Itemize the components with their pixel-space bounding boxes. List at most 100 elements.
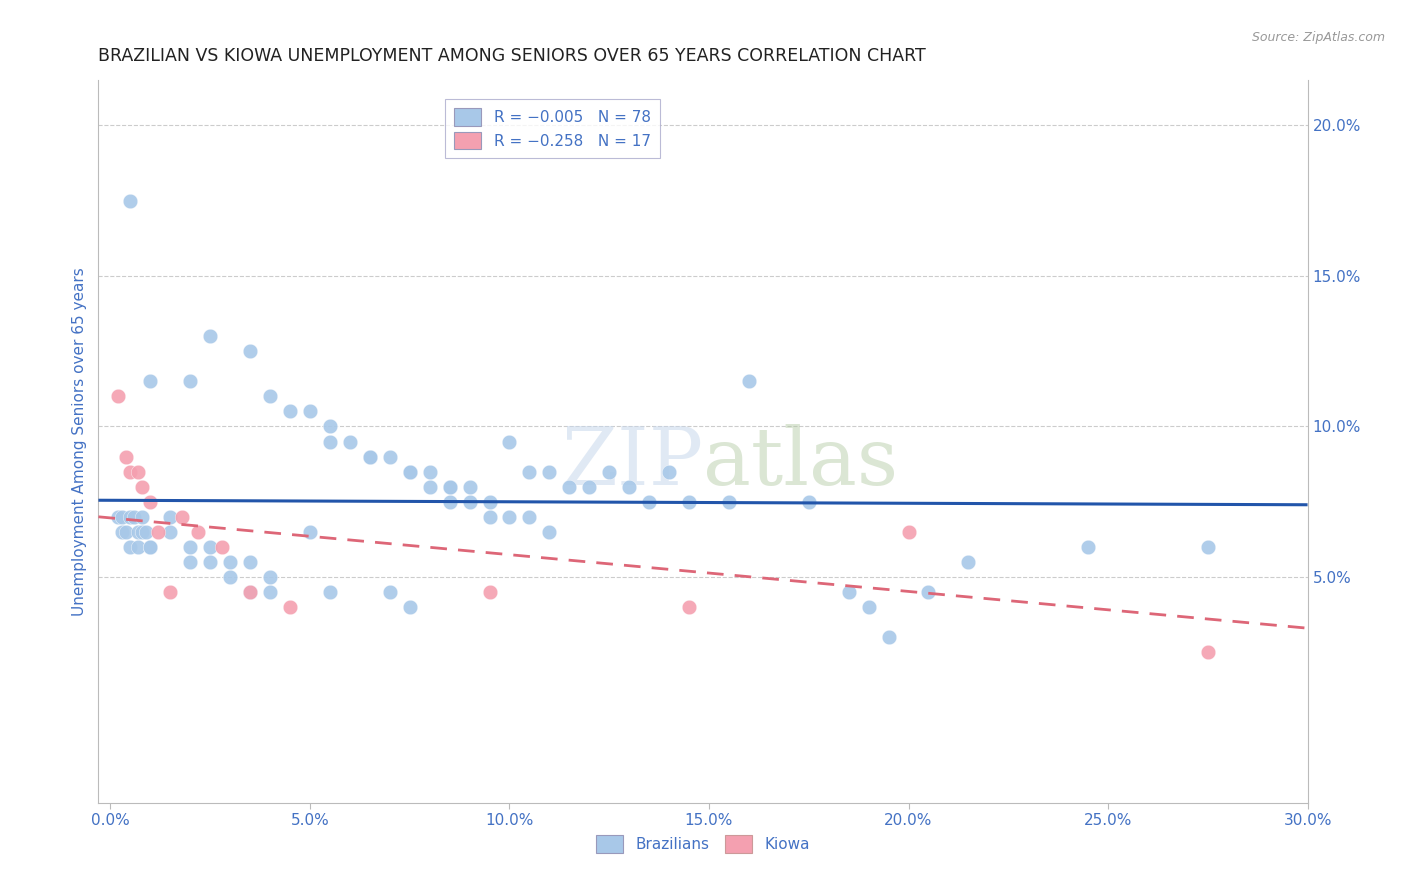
Point: [519, 465, 541, 479]
Point: [259, 585, 281, 599]
Point: [478, 585, 501, 599]
Point: [139, 375, 162, 389]
Point: [239, 555, 262, 569]
Point: [1197, 645, 1219, 659]
Point: [219, 555, 242, 569]
Point: [131, 480, 153, 494]
Text: ZIP: ZIP: [561, 425, 703, 502]
Point: [179, 540, 201, 554]
Text: BRAZILIAN VS KIOWA UNEMPLOYMENT AMONG SENIORS OVER 65 YEARS CORRELATION CHART: BRAZILIAN VS KIOWA UNEMPLOYMENT AMONG SE…: [98, 47, 927, 65]
Point: [111, 524, 134, 539]
Point: [127, 540, 149, 554]
Point: [107, 509, 129, 524]
Point: [127, 524, 149, 539]
Point: [378, 585, 401, 599]
Point: [131, 509, 153, 524]
Point: [107, 389, 129, 403]
Point: [159, 509, 181, 524]
Point: [519, 509, 541, 524]
Y-axis label: Unemployment Among Seniors over 65 years: Unemployment Among Seniors over 65 years: [72, 268, 87, 615]
Point: [239, 585, 262, 599]
Point: [498, 509, 520, 524]
Point: [139, 494, 162, 508]
Point: [131, 524, 153, 539]
Point: [538, 524, 561, 539]
Point: [678, 494, 700, 508]
Point: [877, 630, 900, 644]
Point: [638, 494, 661, 508]
Point: [124, 509, 146, 524]
Point: [838, 585, 860, 599]
Point: [319, 419, 342, 434]
Point: [478, 494, 501, 508]
Point: [198, 329, 221, 343]
Point: [198, 555, 221, 569]
Point: [198, 540, 221, 554]
Point: [239, 344, 262, 359]
Point: [797, 494, 820, 508]
Point: [187, 524, 209, 539]
Point: [298, 524, 321, 539]
Point: [111, 509, 134, 524]
Point: [319, 585, 342, 599]
Point: [159, 524, 181, 539]
Text: Source: ZipAtlas.com: Source: ZipAtlas.com: [1251, 31, 1385, 45]
Point: [159, 585, 181, 599]
Point: [897, 524, 920, 539]
Point: [617, 480, 640, 494]
Point: [538, 465, 561, 479]
Point: [359, 450, 381, 464]
Point: [439, 494, 461, 508]
Point: [179, 555, 201, 569]
Point: [172, 509, 194, 524]
Point: [439, 480, 461, 494]
Point: [478, 509, 501, 524]
Point: [298, 404, 321, 418]
Point: [211, 540, 233, 554]
Point: [120, 194, 142, 208]
Point: [120, 465, 142, 479]
Point: [219, 570, 242, 584]
Point: [658, 465, 681, 479]
Text: atlas: atlas: [703, 425, 898, 502]
Point: [419, 465, 441, 479]
Legend: Brazilians, Kiowa: Brazilians, Kiowa: [588, 827, 818, 860]
Point: [339, 434, 361, 449]
Point: [319, 434, 342, 449]
Point: [498, 434, 520, 449]
Point: [378, 450, 401, 464]
Point: [139, 540, 162, 554]
Point: [1197, 540, 1219, 554]
Point: [717, 494, 740, 508]
Point: [458, 494, 481, 508]
Point: [678, 600, 700, 615]
Point: [359, 450, 381, 464]
Point: [738, 375, 761, 389]
Point: [259, 389, 281, 403]
Point: [398, 465, 420, 479]
Point: [458, 480, 481, 494]
Point: [239, 585, 262, 599]
Point: [558, 480, 581, 494]
Point: [578, 480, 600, 494]
Point: [148, 524, 170, 539]
Point: [419, 480, 441, 494]
Point: [398, 465, 420, 479]
Point: [179, 375, 201, 389]
Point: [278, 404, 301, 418]
Point: [115, 524, 138, 539]
Point: [858, 600, 880, 615]
Point: [139, 540, 162, 554]
Point: [278, 600, 301, 615]
Point: [917, 585, 939, 599]
Point: [120, 540, 142, 554]
Point: [127, 465, 149, 479]
Point: [957, 555, 980, 569]
Point: [398, 600, 420, 615]
Point: [259, 570, 281, 584]
Point: [439, 480, 461, 494]
Point: [115, 450, 138, 464]
Point: [120, 509, 142, 524]
Point: [598, 465, 620, 479]
Point: [135, 524, 157, 539]
